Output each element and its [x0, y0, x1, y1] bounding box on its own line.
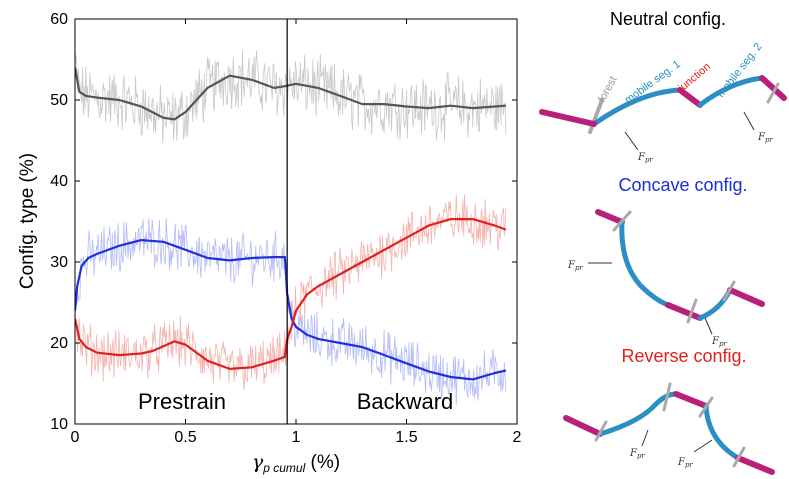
mobile-segment-1 — [619, 219, 671, 308]
pinned-segment-left — [539, 109, 597, 127]
y-tick-label: 60 — [50, 11, 68, 28]
forest-obstacle — [662, 382, 672, 412]
mobile-segment-2 — [703, 403, 741, 461]
concave-config-drawing: Fpr Fpr — [567, 209, 765, 348]
y-tick-label: 30 — [50, 254, 68, 271]
forest-obstacle — [698, 396, 714, 418]
region-label-prestrain: Prestrain — [138, 389, 226, 414]
series-raw-trace — [75, 194, 507, 391]
forest-obstacle — [594, 420, 608, 442]
x-axis-title-unit: (%) — [305, 452, 340, 473]
force-arrow — [743, 111, 755, 131]
mobile-segment-1 — [597, 391, 679, 437]
series-smooth-line — [75, 218, 507, 370]
mobile-segment-2 — [697, 287, 733, 321]
label-mobile-1: mobile seg. 1 — [623, 58, 683, 106]
forest-obstacle — [686, 298, 698, 324]
x-tick-label: 2 — [513, 429, 522, 446]
pinned-segment-top — [595, 209, 625, 225]
pinned-segment-right — [727, 287, 765, 307]
x-tick-label: 1 — [292, 429, 301, 446]
neutral-config-drawing: forest mobile seg. 1 junction mobile seg… — [539, 41, 787, 164]
force-arrow — [624, 131, 639, 151]
series-raw-trace — [75, 50, 507, 144]
force-label: Fpr — [567, 260, 583, 272]
x-tick-label: 0.5 — [174, 429, 196, 446]
mobile-segment-2 — [697, 75, 765, 108]
force-arrow — [693, 439, 713, 453]
forest-obstacle — [612, 210, 632, 232]
label-mobile-2: mobile seg. 2 — [715, 41, 765, 100]
x-axis-title-sub: p cumul — [262, 461, 305, 475]
series-layer — [75, 67, 507, 381]
plot-frame — [74, 18, 518, 425]
noise-layer — [75, 50, 507, 405]
y-tick-label: 50 — [50, 92, 68, 109]
junction-segment — [677, 87, 703, 108]
pinned-segment-right — [735, 455, 775, 475]
concave-config-title: Concave config. — [618, 175, 747, 195]
x-axis-title-main: γ — [252, 451, 264, 473]
axes: 0 0.5 1 1.5 2 10 20 30 40 50 60 — [50, 11, 521, 446]
junction-segment — [673, 391, 709, 409]
junction-segment — [665, 302, 703, 321]
y-axis-title: Config. type (%) — [17, 153, 38, 289]
forest-obstacle — [732, 446, 746, 468]
y-tick-label: 10 — [50, 416, 68, 433]
forest-obstacle-right — [766, 82, 780, 104]
y-tick-label: 20 — [50, 335, 68, 352]
force-arrow — [704, 317, 713, 335]
reverse-config-title: Reverse config. — [621, 346, 746, 366]
x-tick-label: 1.5 — [395, 429, 417, 446]
series-smooth-line — [75, 67, 506, 121]
pinned-segment-right — [759, 75, 787, 101]
force-label: Fpr — [629, 448, 645, 460]
label-forest: forest — [596, 74, 620, 104]
force-arrow — [641, 429, 649, 447]
mobile-segment-1 — [591, 87, 683, 127]
neutral-config-title: Neutral config. — [610, 9, 726, 29]
y-tick-label: 40 — [50, 173, 68, 190]
force-label: Fpr — [677, 457, 693, 469]
pinned-segment-left — [563, 415, 603, 437]
force-label: Fpr — [637, 152, 653, 164]
schematic: Neutral config. forest mobile seg. 1 jun… — [539, 9, 787, 475]
x-tick-label: 0 — [71, 429, 80, 446]
force-label: Fpr — [711, 336, 727, 348]
series-smooth-line — [75, 239, 507, 381]
forest-obstacle — [722, 280, 736, 302]
forest-obstacle — [588, 98, 604, 134]
reverse-config-drawing: Fpr Fpr — [563, 382, 775, 475]
force-label: Fpr — [757, 132, 773, 144]
x-axis-title: γp cumul (%) — [252, 451, 340, 475]
region-label-backward: Backward — [357, 389, 454, 414]
